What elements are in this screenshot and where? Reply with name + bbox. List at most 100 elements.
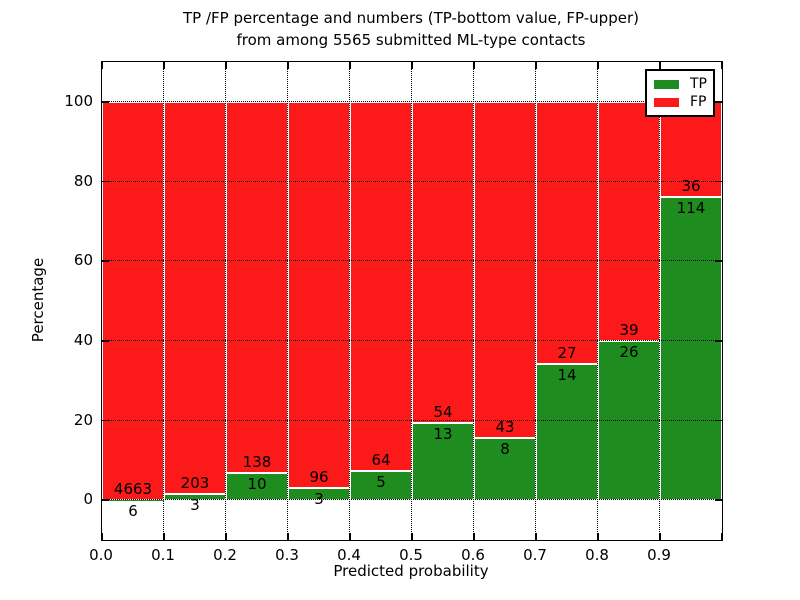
tp-count-label: 14 [557,366,577,385]
tp-count-label: 3 [190,496,200,515]
plot-area: TP FP 4663 6 203 3 138 10 96 3 64 5 54 13 43 8 27 14 39 2… [101,61,723,541]
x-tick-top [225,62,227,69]
bar-segment-fp [412,101,474,423]
x-tick-top [287,62,289,69]
fp-count-label: 39 [619,320,639,339]
x-tick-top [101,62,103,69]
gridline-vertical [287,62,288,540]
legend-label-tp: TP [690,76,707,92]
x-tick [225,533,227,540]
x-tick-top [721,62,723,69]
fp-count-label: 54 [433,402,453,421]
gridline-vertical [535,62,536,540]
y-tick [102,180,109,183]
legend-label-fp: FP [690,94,707,110]
legend-swatch-tp [654,79,679,89]
fp-count-label: 27 [557,344,577,363]
y-tick-label: 20 [73,410,93,429]
y-axis-label: Percentage [29,257,47,343]
gridline-vertical [163,62,164,540]
gridline-horizontal [102,180,722,182]
x-tick-top [411,62,413,69]
x-tick-label: 0.5 [399,546,423,564]
bar-segment-fp [474,101,536,438]
x-tick-label: 0.8 [585,546,609,564]
bar-segment-fp [226,101,288,474]
bar-segment-fp [288,101,350,489]
y-tick-right [715,419,722,422]
tp-count-label: 114 [676,199,706,218]
x-tick-top [535,62,537,69]
gridline-horizontal [102,339,722,341]
y-tick-label: 40 [73,330,93,349]
tp-count-label: 5 [376,473,386,492]
x-tick-label: 0.4 [337,546,361,564]
tp-count-label: 26 [619,342,639,361]
legend-item-fp: FP [647,95,713,109]
x-tick [597,533,599,540]
legend: TP FP [645,69,715,117]
bar-segment-tp [660,197,722,501]
y-tick-label: 100 [64,91,93,110]
legend-swatch-fp [654,97,679,107]
legend-item-tp: TP [647,77,713,91]
chart-title-line1: TP /FP percentage and numbers (TP-bottom… [183,9,639,27]
chart-title-line2: from among 5565 submitted ML-type contac… [236,31,586,49]
x-tick-label: 0.7 [523,546,547,564]
x-tick [163,533,165,540]
x-axis-label: Predicted probability [333,562,489,580]
gridline-horizontal [102,260,722,262]
x-tick [101,533,103,540]
y-tick-right [715,180,722,183]
y-tick [102,260,109,262]
gridline-vertical [411,62,412,540]
gridline-vertical [225,62,226,540]
x-tick [721,533,723,540]
x-tick-label: 0.9 [647,546,671,564]
x-tick-label: 0.2 [213,546,237,564]
y-tick [102,419,109,422]
x-tick-label: 0.0 [89,546,113,564]
y-tick [102,499,109,501]
bar-segment-fp [102,101,164,500]
gridline-vertical [473,62,474,540]
gridline-horizontal [102,499,722,501]
fp-count-label: 4663 [113,479,153,498]
fp-count-label: 43 [495,417,515,436]
x-tick [411,533,413,540]
x-tick [473,533,475,540]
fp-count-label: 64 [371,451,391,470]
tp-count-label: 13 [433,424,453,443]
fp-count-label: 138 [242,453,272,472]
gridline-vertical [597,62,598,540]
x-tick-top [659,62,661,69]
bar-segment-tp [536,364,598,501]
fp-count-label: 203 [180,474,210,493]
gridline-vertical [659,62,660,540]
x-tick-top [597,62,599,69]
gridline-horizontal [102,100,722,102]
bar-segment-fp [598,101,660,341]
x-tick [535,533,537,540]
fp-count-label: 96 [309,468,329,487]
x-tick-label: 0.3 [275,546,299,564]
y-tick-right [715,499,722,501]
fp-count-label: 36 [681,177,701,196]
y-tick-label: 60 [73,251,93,270]
bar-segment-fp [536,101,598,365]
tp-count-label: 3 [314,490,324,509]
x-tick-label: 0.1 [151,546,175,564]
y-tick-right [715,101,722,103]
bar-segment-fp [164,101,226,495]
y-tick-label: 80 [73,171,93,190]
gridline-horizontal [102,419,722,421]
x-tick-top [163,62,165,69]
y-tick [102,340,109,342]
tp-count-label: 10 [247,475,267,494]
tp-count-label: 8 [500,439,510,458]
x-tick [349,533,351,540]
tp-count-label: 6 [128,501,138,520]
x-tick [659,533,661,540]
bar-segment-fp [350,101,412,472]
